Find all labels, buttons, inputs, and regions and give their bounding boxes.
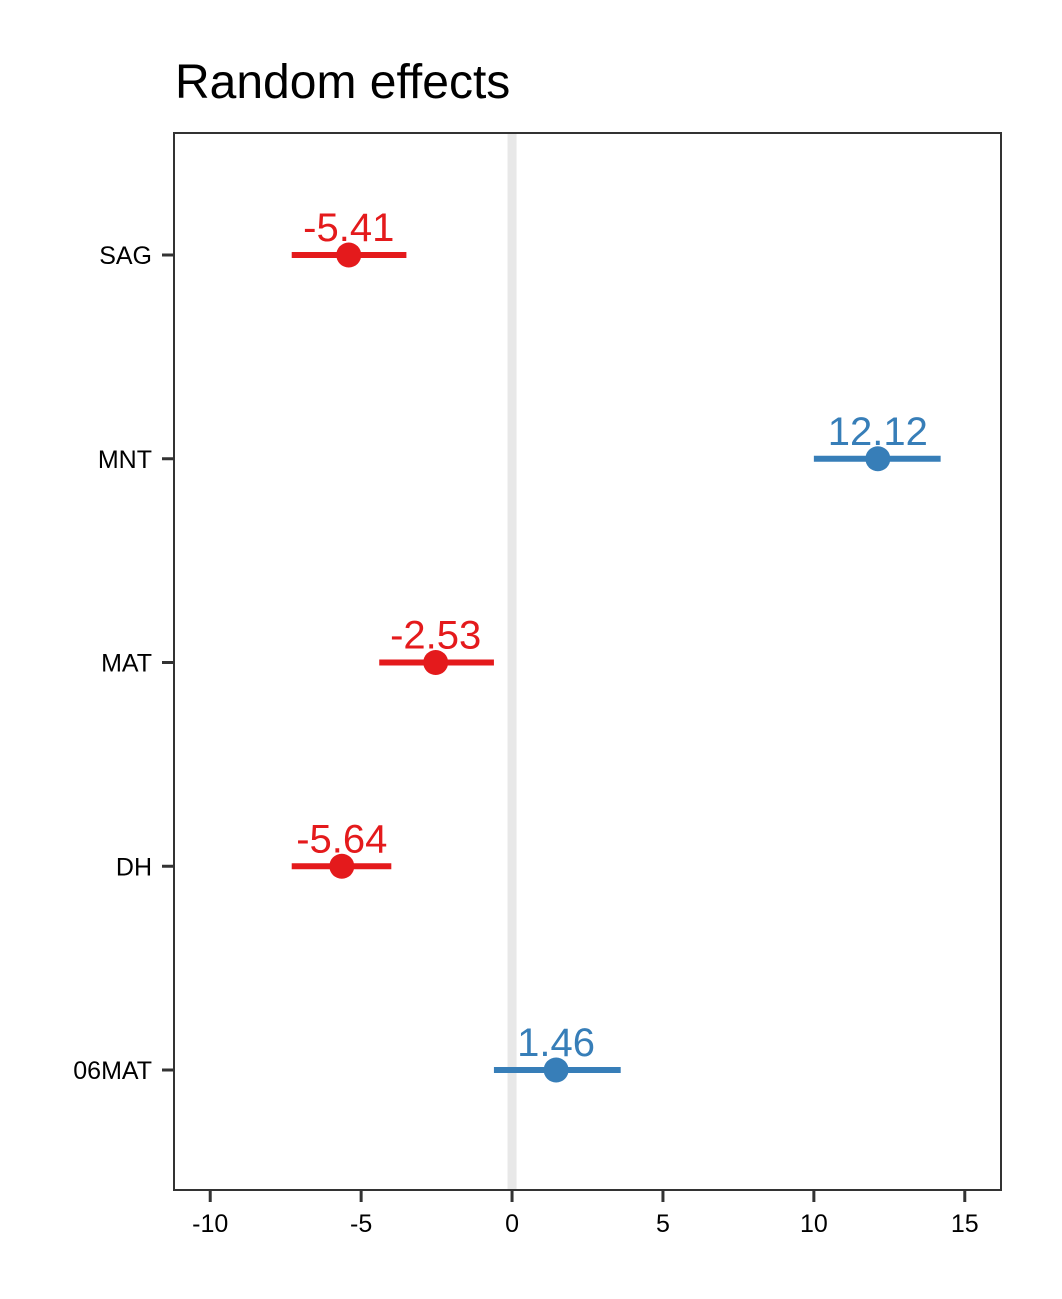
x-tick-label: 0 — [505, 1210, 519, 1238]
y-tick-label: MNT — [98, 446, 152, 474]
estimate-point — [336, 242, 362, 268]
x-tick-label: -5 — [350, 1210, 372, 1238]
x-tick-label: 15 — [951, 1210, 979, 1238]
estimate-point — [329, 853, 355, 879]
estimate-point — [543, 1057, 569, 1083]
chart-title: Random effects — [175, 56, 510, 109]
y-tick-label: DH — [116, 853, 152, 881]
estimate-label: 1.46 — [517, 1021, 595, 1065]
y-tick-label: 06MAT — [73, 1057, 152, 1085]
estimate-label: -5.64 — [296, 817, 387, 861]
estimate-label: -2.53 — [390, 614, 481, 658]
x-tick-label: 5 — [656, 1210, 670, 1238]
y-tick-label: MAT — [101, 650, 152, 678]
plot-area: SAG MNT MAT DH 06MAT -10 -5 0 5 10 15 -5.41 12.12 -2.… — [73, 132, 1002, 1238]
x-tick-label: -10 — [192, 1210, 228, 1238]
estimate-point — [423, 650, 449, 675]
estimate-label: 12.12 — [828, 410, 928, 454]
estimate-label: -5.41 — [303, 206, 394, 250]
estimate-point — [865, 446, 891, 472]
x-tick-label: 10 — [800, 1210, 828, 1238]
y-tick-label: SAG — [99, 242, 152, 270]
